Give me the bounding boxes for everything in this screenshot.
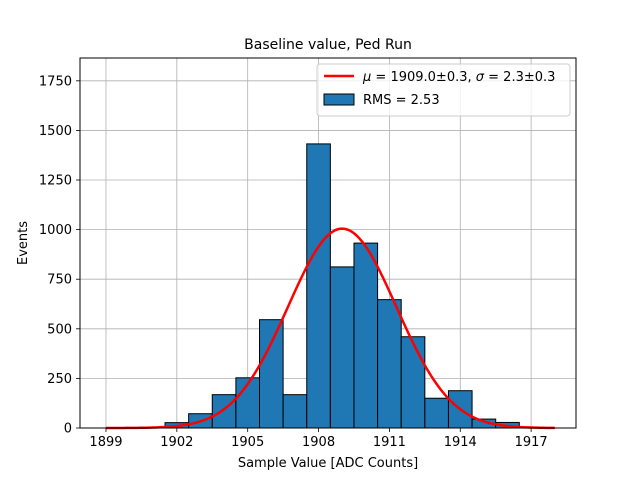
x-tick-label: 1917	[515, 435, 548, 450]
histogram-bar	[329, 266, 355, 429]
histogram-bar	[211, 394, 237, 429]
gaussian-fit	[105, 227, 555, 430]
y-tick-label: 1750	[39, 74, 72, 89]
legend-sigma-value: = 2.3±0.3	[484, 70, 555, 85]
y-axis-label: Events	[16, 221, 31, 265]
legend-sigma-symbol: σ	[476, 70, 485, 85]
chart-title: Baseline value, Ped Run	[244, 37, 412, 53]
legend-hist-swatch	[323, 93, 355, 106]
legend-mu-value: = 1909.0±0.3,	[371, 70, 475, 85]
histogram-bars	[164, 143, 520, 429]
histogram-bar	[377, 299, 402, 429]
histogram-bar	[306, 143, 331, 429]
x-tick-label: 1905	[231, 435, 264, 450]
legend: μ = 1909.0±0.3, σ = 2.3±0.3 RMS = 2.53	[316, 63, 571, 117]
x-axis-ticks: 1899 1902 1905 1908 1911 1914 1917	[89, 428, 548, 450]
legend-hist-label: RMS = 2.53	[363, 93, 440, 108]
y-tick-label: 1000	[39, 223, 72, 238]
x-tick-label: 1908	[302, 435, 335, 450]
x-tick-label: 1911	[373, 435, 406, 450]
y-tick-label: 0	[64, 422, 72, 437]
x-tick-label: 1899	[89, 435, 122, 450]
y-axis-ticks: 0 250 500 750 1000 1250 1500 1750	[39, 74, 80, 437]
histogram-bar	[400, 336, 426, 429]
y-tick-label: 1500	[39, 124, 72, 139]
plot-frame	[79, 57, 577, 429]
histogram-bar	[282, 394, 308, 429]
fit-curve	[105, 227, 555, 430]
legend-box	[316, 63, 571, 117]
legend-mu-symbol: μ	[362, 70, 371, 85]
x-tick-label: 1902	[160, 435, 193, 450]
x-tick-label: 1914	[444, 435, 477, 450]
y-tick-label: 750	[47, 273, 72, 288]
y-tick-label: 250	[47, 372, 72, 387]
y-tick-label: 500	[47, 322, 72, 337]
histogram-bar	[353, 242, 379, 429]
legend-fit-label: μ = 1909.0±0.3, σ = 2.3±0.3	[362, 70, 555, 85]
x-axis-label: Sample Value [ADC Counts]	[238, 456, 418, 471]
histogram-bar	[259, 319, 284, 429]
histogram-bar	[424, 397, 449, 429]
y-tick-label: 1250	[39, 174, 72, 189]
